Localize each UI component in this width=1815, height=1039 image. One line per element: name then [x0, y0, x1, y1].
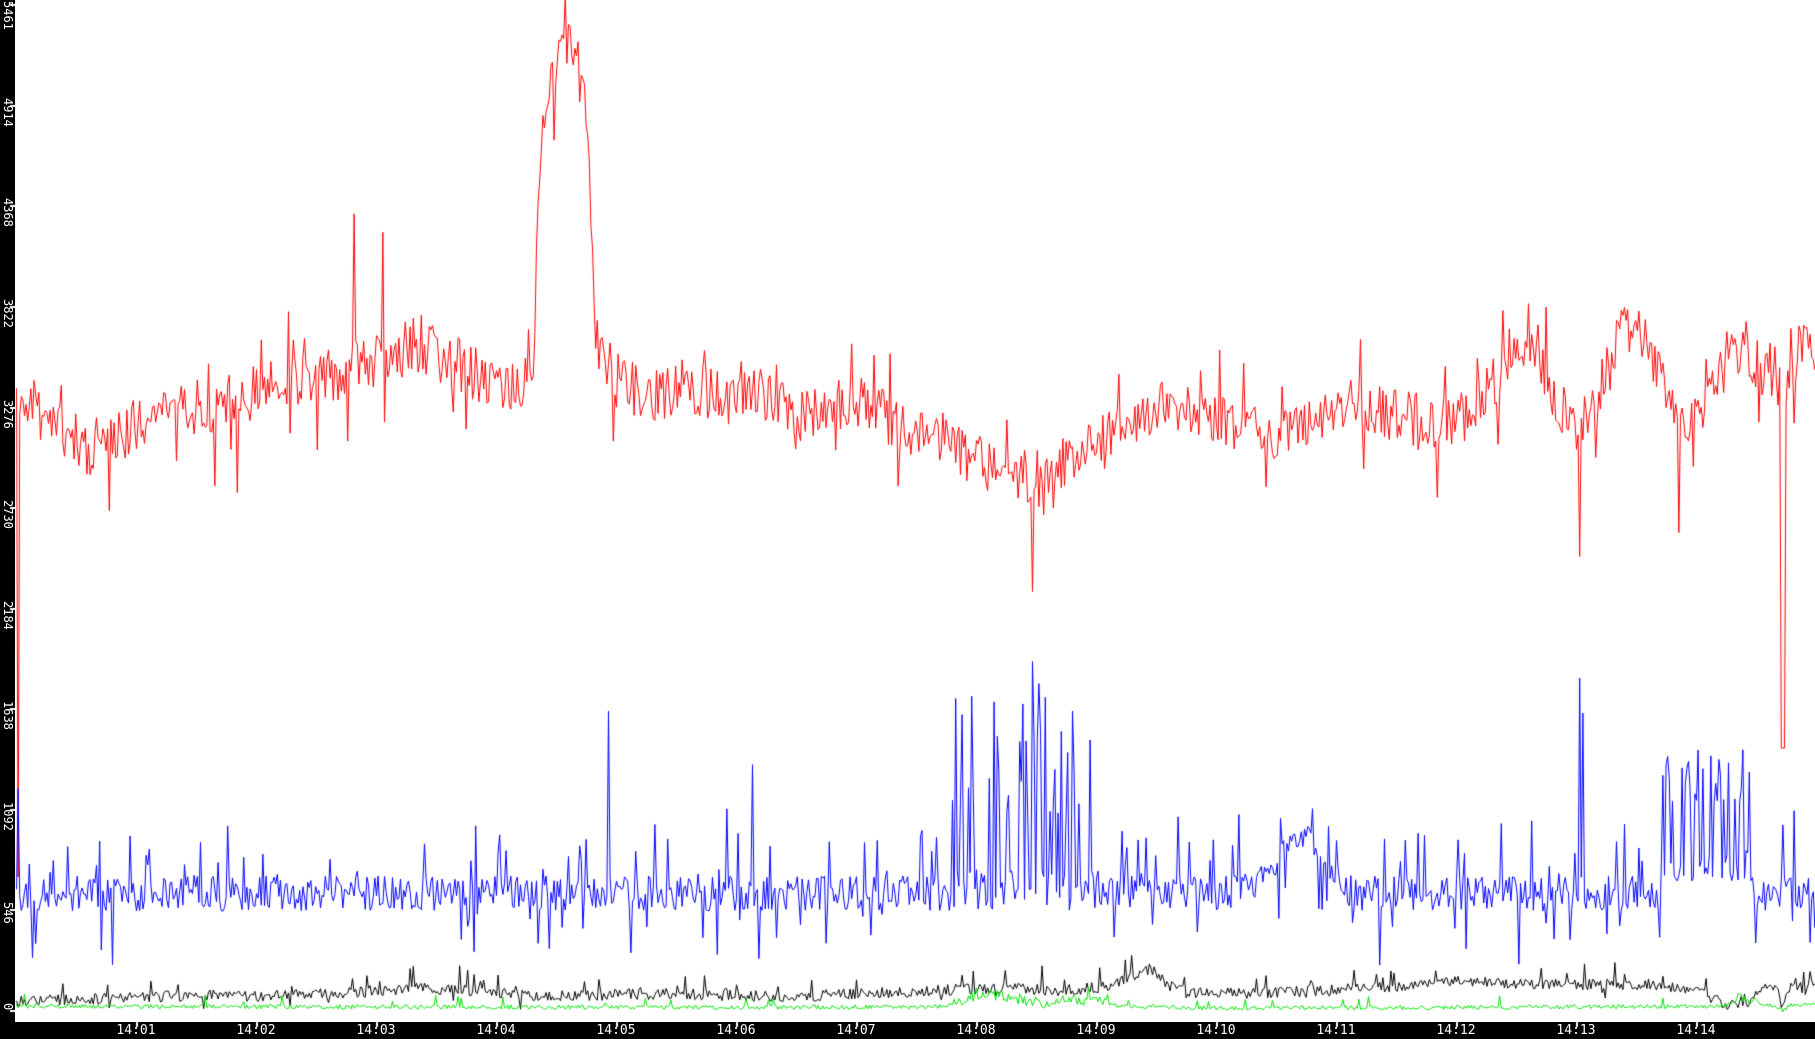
x-tick-label-14:04: 14:04 — [476, 1023, 516, 1038]
x-tick-label-14:02: 14:02 — [236, 1023, 276, 1038]
y-tick-label-1638: 1638 — [1, 701, 15, 730]
x-tick-label-14:10: 14:10 — [1196, 1023, 1236, 1038]
x-tick-label-14:05: 14:05 — [596, 1023, 636, 1038]
x-tick-label-14:03: 14:03 — [356, 1023, 396, 1038]
y-tick-label-4368: 4368 — [1, 198, 15, 227]
y-tick-label-2184: 2184 — [1, 601, 15, 630]
x-tick-label-14:09: 14:09 — [1076, 1023, 1116, 1038]
y-tick-label-3276: 3276 — [1, 400, 15, 429]
x-tick-label-14:12: 14:12 — [1436, 1023, 1476, 1038]
y-tick-label-5461: 5461 — [1, 1, 15, 30]
y-tick-label-546: 546 — [1, 902, 15, 924]
y-tick-label-3822: 3822 — [1, 299, 15, 328]
x-tick-label-14:13: 14:13 — [1556, 1023, 1596, 1038]
x-tick-label-14:01: 14:01 — [116, 1023, 156, 1038]
y-tick-label-0: 0 — [1, 1003, 15, 1011]
y-tick-label-1092: 1092 — [1, 802, 15, 831]
x-tick-label-14:08: 14:08 — [956, 1023, 996, 1038]
x-tick-label-14:11: 14:11 — [1316, 1023, 1356, 1038]
y-tick-label-2730: 2730 — [1, 500, 15, 529]
x-tick-label-14:07: 14:07 — [836, 1023, 876, 1038]
y-tick-label-4914: 4914 — [1, 98, 15, 127]
x-tick-label-14:14: 14:14 — [1676, 1023, 1716, 1038]
x-tick-label-14:06: 14:06 — [716, 1023, 756, 1038]
